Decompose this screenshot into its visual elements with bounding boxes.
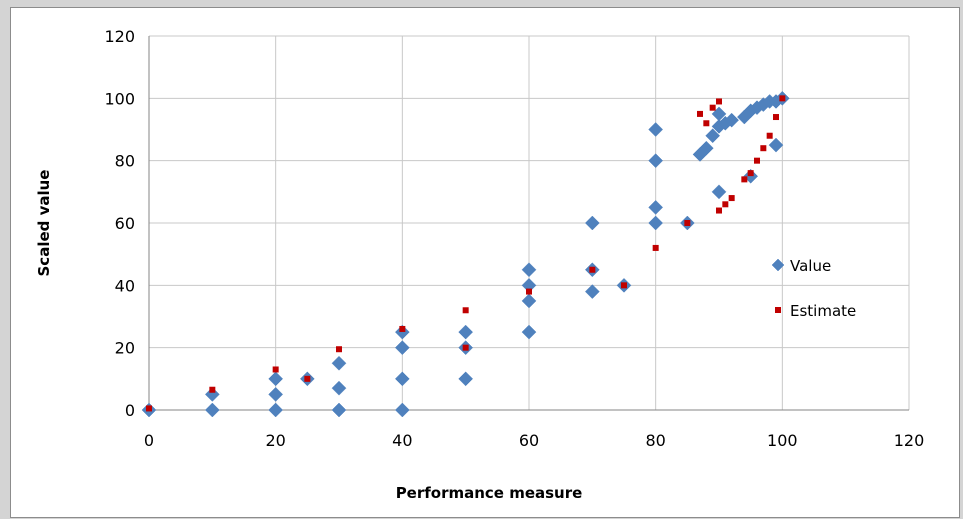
estimate-point <box>652 244 659 251</box>
estimate-point <box>146 405 152 412</box>
estimate-point <box>684 220 691 226</box>
y-tick-label: 80 <box>115 152 135 171</box>
estimate-point <box>716 207 722 214</box>
value-point <box>584 284 600 299</box>
value-point <box>331 355 347 371</box>
estimate-point <box>728 195 735 202</box>
value-point <box>648 153 664 169</box>
legend-value-marker <box>771 258 785 272</box>
x-tick-label: 0 <box>144 431 154 450</box>
chart-frame: 0 20 40 60 80 100 120 0 20 40 60 80 100 120 Performanc… <box>10 7 960 518</box>
estimate-point <box>741 176 748 183</box>
value-point <box>331 402 347 418</box>
estimate-point <box>589 266 596 273</box>
x-tick-label: 60 <box>519 431 539 450</box>
x-tick-label: 20 <box>265 431 285 450</box>
value-point <box>331 380 347 396</box>
value-point <box>705 128 721 144</box>
value-point <box>724 112 740 128</box>
value-point <box>648 215 664 231</box>
value-point <box>584 215 600 231</box>
value-point <box>698 140 714 156</box>
estimate-point <box>722 201 729 208</box>
y-tick-label: 40 <box>115 276 135 295</box>
value-point <box>521 324 537 340</box>
value-point <box>711 184 727 200</box>
y-axis-title: Scaled value <box>35 170 53 277</box>
legend-estimate-marker <box>775 307 781 313</box>
value-point <box>394 324 410 340</box>
value-point <box>648 200 664 215</box>
y-tick-label: 20 <box>115 339 135 358</box>
estimate-point <box>526 288 532 295</box>
y-tick-label: 60 <box>115 214 135 233</box>
x-tick-label: 80 <box>645 431 665 450</box>
value-point <box>268 402 284 418</box>
y-tick-label: 0 <box>125 401 135 420</box>
x-axis-title: Performance measure <box>396 484 583 502</box>
estimate-point <box>304 375 311 382</box>
legend-label-value: Value <box>790 257 831 275</box>
estimate-point <box>462 307 469 314</box>
value-point <box>394 402 410 418</box>
value-point <box>204 387 220 402</box>
estimate-point <box>703 120 710 127</box>
value-point <box>648 122 664 137</box>
value-point <box>521 293 537 309</box>
value-point <box>204 402 220 418</box>
x-tick-label: 100 <box>767 431 798 450</box>
x-tick-label: 120 <box>894 431 925 450</box>
estimate-point <box>209 386 216 393</box>
value-point <box>521 262 537 278</box>
estimate-point <box>754 157 760 164</box>
value-point <box>394 340 410 356</box>
estimate-point <box>272 366 279 373</box>
gridlines <box>148 35 910 411</box>
estimate-point <box>747 170 754 177</box>
estimate-point <box>697 110 703 117</box>
estimate-point <box>621 282 627 289</box>
estimate-point <box>779 95 786 102</box>
legend: Value Estimate <box>771 257 856 320</box>
estimate-point <box>399 325 406 332</box>
series-value <box>141 90 790 418</box>
value-point <box>458 371 474 387</box>
legend-label-estimate: Estimate <box>790 302 856 320</box>
value-point <box>268 387 284 402</box>
series-estimate <box>146 95 786 412</box>
estimate-point <box>462 344 469 351</box>
estimate-point <box>709 104 716 111</box>
value-point <box>394 371 410 387</box>
scatter-chart: 0 20 40 60 80 100 120 0 20 40 60 80 100 120 Performanc… <box>35 27 925 502</box>
estimate-point <box>336 346 342 353</box>
estimate-point <box>766 132 773 139</box>
estimate-point <box>760 145 767 152</box>
estimate-point <box>716 98 722 105</box>
value-point <box>458 324 474 340</box>
y-tick-label: 100 <box>104 89 135 108</box>
y-tick-label: 120 <box>104 27 135 46</box>
estimate-point <box>773 114 779 121</box>
value-point <box>768 137 784 153</box>
x-tick-label: 40 <box>392 431 412 450</box>
value-point <box>268 371 284 387</box>
